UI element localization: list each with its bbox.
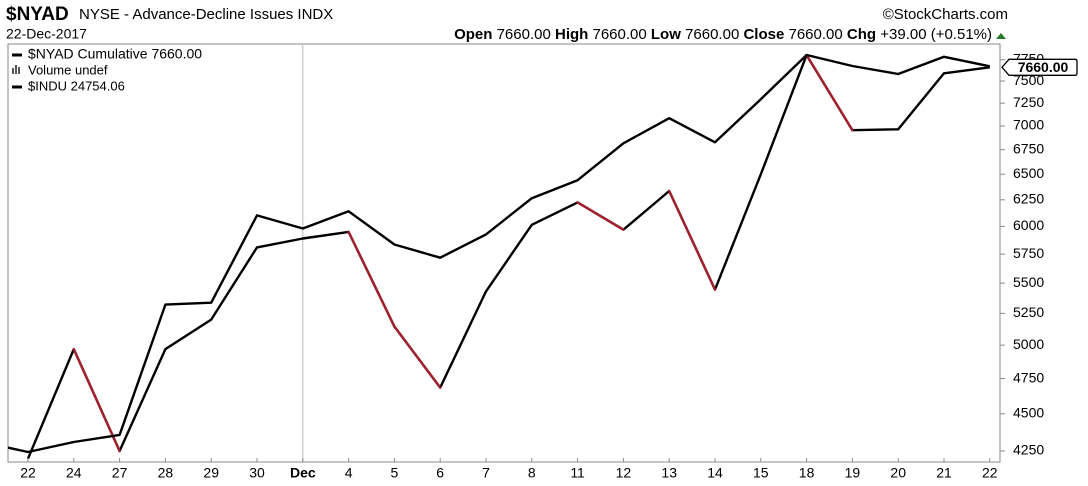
x-tick-label: 18 (799, 465, 815, 481)
y-tick-label: 6500 (1013, 165, 1044, 181)
y-tick-label: 5250 (1013, 304, 1044, 320)
down-segment (72, 347, 121, 453)
x-tick-label: 12 (616, 465, 632, 481)
y-tick-label: 7250 (1013, 94, 1044, 110)
date: 22-Dec-2017 (6, 26, 87, 42)
plot-frame (7, 43, 1001, 463)
x-tick-label: 6 (436, 465, 444, 481)
x-tick-label: 13 (661, 465, 677, 481)
up-arrow (996, 33, 1006, 39)
x-tick-label: 15 (753, 465, 769, 481)
y-tick-label: 4750 (1013, 369, 1044, 385)
down-segment (347, 230, 396, 328)
high-label: High (555, 26, 588, 43)
low: 7660.00 (685, 26, 739, 43)
last-value-label: 7660.00 (1018, 59, 1069, 75)
legend-label: $NYAD Cumulative 7660.00 (28, 46, 202, 62)
x-tick-label: 11 (570, 465, 585, 481)
close: 7660.00 (789, 26, 843, 43)
chg: +39.00 (+0.51%) (880, 26, 992, 43)
down-segment (576, 201, 625, 231)
copyright: ©StockCharts.com (883, 6, 1008, 23)
legend: $NYAD Cumulative 7660.00 Volume undef $I… (12, 46, 202, 93)
legend-label: Volume undef (28, 62, 108, 77)
y-tick-label: 6250 (1013, 191, 1044, 207)
volume-icon (12, 65, 20, 74)
quote-line: Open 7660.00 High 7660.00 Low 7660.00 Cl… (454, 26, 992, 43)
series-line (26, 53, 990, 460)
y-tick-label: 6000 (1013, 217, 1044, 233)
x-tick-label: 19 (845, 465, 861, 481)
y-tick-label: 4250 (1013, 442, 1044, 458)
x-tick-label: 28 (158, 465, 174, 481)
symbol: $NYAD (6, 4, 69, 25)
x-tick-label: 14 (707, 465, 723, 481)
close-label: Close (743, 26, 784, 43)
x-tick-label: 27 (112, 465, 128, 481)
open: 7660.00 (497, 26, 551, 43)
low-label: Low (651, 26, 681, 43)
x-tick-label: 20 (890, 465, 906, 481)
x-tick-label: 29 (203, 465, 219, 481)
high: 7660.00 (592, 26, 646, 43)
chg-label: Chg (847, 26, 876, 43)
last-value-box (1001, 58, 1078, 76)
x-tick-label: 21 (936, 465, 952, 481)
down-segment (668, 189, 717, 291)
y-tick-label: 6750 (1013, 140, 1044, 156)
y-tick-label: 4500 (1013, 404, 1044, 420)
y-tick-label: 5000 (1013, 336, 1044, 352)
x-tick-label: 7 (482, 465, 490, 481)
open-label: Open (454, 26, 492, 43)
x-tick-label: 8 (528, 465, 536, 481)
x-tick-label: 24 (66, 465, 82, 481)
y-tick-label: 5500 (1013, 274, 1044, 290)
x-tick-label: 5 (391, 465, 399, 481)
x-tick-label: 22 (982, 465, 998, 481)
series-line (8, 53, 991, 454)
legend-label: $INDU 24754.06 (28, 78, 125, 93)
y-tick-label: 5750 (1013, 245, 1044, 261)
down-segment (393, 325, 442, 389)
y-tick-label: 7000 (1013, 117, 1044, 133)
description: NYSE - Advance-Decline Issues INDX (79, 6, 333, 23)
x-tick-label: Dec (290, 465, 316, 481)
x-tick-label: 30 (249, 465, 265, 481)
down-segment (805, 53, 854, 132)
plot-area (8, 44, 991, 462)
x-tick-label: 22 (20, 465, 36, 481)
x-tick-label: 4 (345, 465, 353, 481)
